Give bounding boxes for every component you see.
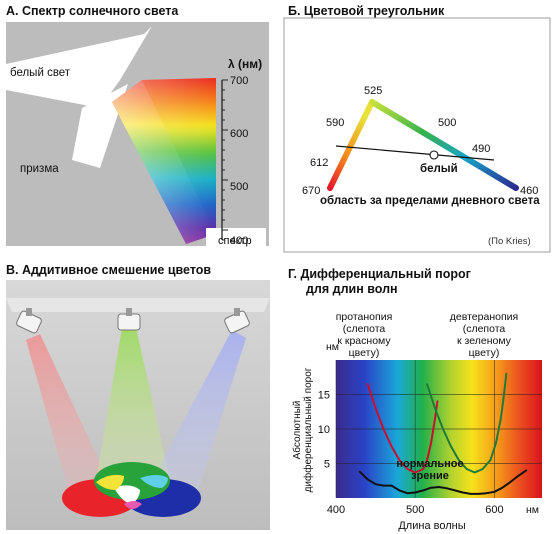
normal-vision-label-line1: нормальное [396,458,463,470]
white-label: белый [420,163,458,175]
chart-series [358,372,528,495]
green-beam [96,328,170,480]
protanopia-curve [366,383,439,474]
complementary-line [335,145,495,161]
deuteranopia-curve [426,372,508,474]
wavelength-unit-label: λ (нм) [228,57,262,71]
chart-ticks: 400 500 600 5 10 15 [318,390,504,517]
x-tick-label: 500 [406,504,424,516]
blue-beam [150,330,246,498]
deuteranopia-label: девтеранопия (слепота к зеленому цвету) [450,311,518,359]
svg-text:к зеленому: к зеленому [457,335,512,347]
color-triangle-figure: 525 590 500 490 612 670 460 белый област… [283,17,551,253]
tick-700: 700 [230,75,248,87]
spotlight-left-icon [16,308,42,334]
protanopia-label: протанопия (слепота к красному цвету) [336,311,393,359]
color-mixing-circles [62,462,201,517]
red-beam [26,334,110,496]
svg-text:(слепота: (слепота [343,323,386,335]
panel-color-triangle: Б. Цветовой треугольник [280,0,554,256]
panel-additive-mixing: В. Аддитивное смешение цветов [0,258,278,534]
credit-text: (По Kries) [488,236,531,247]
svg-text:девтеранопия: девтеранопия [450,311,518,323]
panel-c-title: В. Аддитивное смешение цветов [6,263,212,277]
svg-text:(слепота: (слепота [463,323,506,335]
panel-d-title-line1: Г. Дифференциальный порог [288,267,471,281]
panel-b-title: Б. Цветовой треугольник [288,4,445,18]
y-axis-label-line1: Абсолютный [291,401,303,460]
triangle-edge-green-violet [369,99,519,191]
spectrum-label: спектр [218,235,252,247]
white-light-label: белый свет [10,67,71,79]
color-triangle [330,102,516,188]
label-590: 590 [326,117,344,129]
additive-mixing-figure [6,280,270,530]
y-tick-label: 10 [318,424,330,436]
label-490: 490 [472,143,490,155]
green-circle [94,462,170,500]
white-point [429,150,439,160]
label-500: 500 [438,117,456,129]
normal-vision-curve [358,469,528,495]
tick-500: 500 [230,181,248,193]
wavelength-scale-ticks [222,79,228,241]
svg-text:цвету): цвету) [469,347,500,359]
cyan-overlap [140,475,168,488]
y-axis-label-line2: дифференциальный порог [302,367,314,492]
solar-spectrum-figure: λ (нм) 700 600 500 400 белый свет призма… [6,22,269,247]
triangle-caption: область за пределами дневного света [320,195,540,207]
y-tick-label: 15 [318,390,330,402]
yellow-overlap [96,474,124,490]
x-unit-label: нм [526,504,539,516]
x-tick-label: 600 [485,504,503,516]
svg-text:протанопия: протанопия [336,311,393,323]
prism-label: призма [20,163,59,175]
panel-d-title-line2: для длин волн [306,282,398,296]
panel-solar-spectrum: А. Спектр солнечного света [0,0,278,256]
white-light-beam [6,26,152,108]
normal-vision-label-line2: зрение [411,470,449,482]
chart-grid [335,360,542,498]
svg-text:цвету): цвету) [349,347,380,359]
label-525: 525 [364,85,382,97]
label-612: 612 [310,157,328,169]
x-axis-label: Длина волны [398,520,465,532]
tick-400: 400 [230,235,248,247]
y-tick-label: 5 [324,459,330,471]
label-460: 460 [520,185,538,197]
spotlight-center-icon [117,308,141,331]
x-tick-label: 400 [327,504,345,516]
panel-wavelength-threshold: Г. Дифференциальный порог для длин волн … [280,258,554,534]
spotlight-right-icon [224,308,250,334]
panel-a-title: А. Спектр солнечного света [6,4,179,18]
threshold-chart: протанопия (слепота к красному цвету) де… [291,311,542,532]
svg-text:к красному: к красному [337,335,391,347]
magenta-overlap [124,501,142,509]
triangle-edge-red-green [327,99,375,191]
tick-600: 600 [230,128,248,140]
label-670: 670 [302,185,320,197]
y-unit-label: нм [326,341,339,353]
